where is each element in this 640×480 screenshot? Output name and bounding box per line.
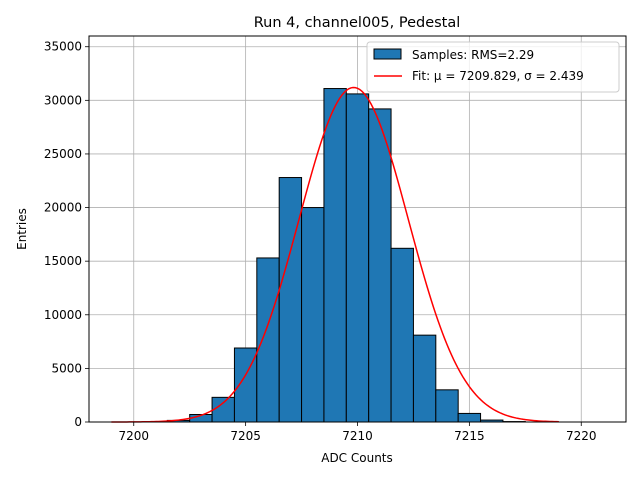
legend-label-fit: Fit: μ = 7209.829, σ = 2.439 bbox=[412, 69, 584, 83]
y-tick-label: 15000 bbox=[44, 254, 82, 268]
x-tick-label: 7200 bbox=[118, 429, 149, 443]
histogram-bar bbox=[368, 108, 392, 423]
histogram-bar bbox=[323, 88, 347, 423]
y-axis-ticks: 0 5000 10000 15000 20000 25000 30000 35000 bbox=[44, 40, 89, 429]
histogram-bar bbox=[278, 177, 303, 423]
y-tick-label: 10000 bbox=[44, 308, 82, 322]
x-axis-label: ADC Counts bbox=[321, 451, 393, 465]
x-tick-label: 7220 bbox=[566, 429, 597, 443]
y-tick-label: 0 bbox=[74, 415, 82, 429]
x-tick-label: 7210 bbox=[342, 429, 373, 443]
legend-label-samples: Samples: RMS=2.29 bbox=[412, 48, 534, 62]
histogram-bar bbox=[256, 257, 280, 423]
histogram-bar bbox=[211, 396, 235, 423]
legend: Samples: RMS=2.29 Fit: μ = 7209.829, σ =… bbox=[366, 41, 620, 93]
histogram-bar bbox=[412, 334, 437, 423]
fit-curve bbox=[111, 86, 559, 423]
histogram-bar bbox=[390, 247, 414, 423]
histogram-bar bbox=[345, 93, 370, 423]
y-tick-label: 5000 bbox=[51, 361, 82, 375]
histogram-bar bbox=[435, 389, 459, 423]
x-tick-label: 7215 bbox=[454, 429, 485, 443]
y-tick-label: 20000 bbox=[44, 201, 82, 215]
chart-title: Run 4, channel005, Pedestal bbox=[254, 15, 461, 31]
y-axis-label: Entries bbox=[15, 208, 29, 250]
histogram-bar bbox=[457, 412, 482, 423]
x-axis-ticks: 7200 7205 7210 7215 7220 bbox=[118, 422, 597, 443]
y-tick-label: 25000 bbox=[44, 147, 82, 161]
x-tick-label: 7205 bbox=[230, 429, 261, 443]
legend-bar-swatch bbox=[373, 48, 402, 60]
y-tick-label: 35000 bbox=[44, 40, 82, 54]
histogram-bar bbox=[301, 207, 325, 423]
y-tick-label: 30000 bbox=[44, 93, 82, 107]
legend-box bbox=[366, 41, 620, 93]
